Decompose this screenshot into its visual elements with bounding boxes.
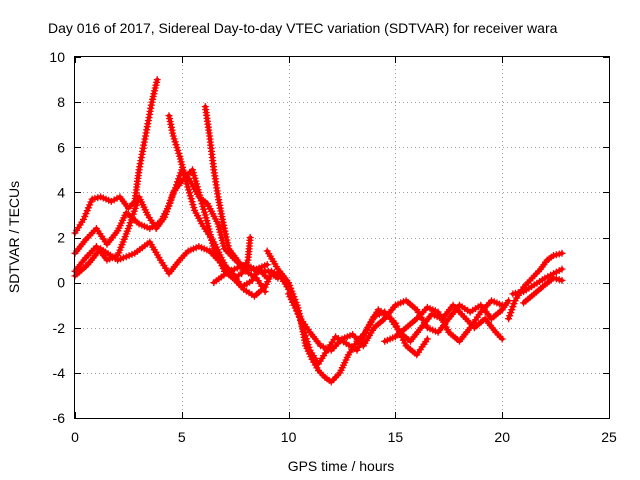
series-markers xyxy=(285,290,513,354)
series-track-13 xyxy=(520,274,566,307)
y-tick-label: -4 xyxy=(53,365,66,381)
y-tick-label: -6 xyxy=(53,410,66,426)
chart-title: Day 016 of 2017, Sidereal Day-to-day VTE… xyxy=(48,20,558,36)
x-tick-label: 0 xyxy=(71,429,79,445)
y-tick-label: 4 xyxy=(57,184,65,200)
y-tick-label: -2 xyxy=(53,320,66,336)
y-tick-label: 0 xyxy=(57,275,65,291)
series-layer xyxy=(71,76,566,386)
series-markers xyxy=(505,249,566,323)
series-track-12 xyxy=(509,265,566,298)
series-track-5 xyxy=(165,112,271,291)
y-tick-label: 10 xyxy=(49,49,65,65)
y-tick-label: 8 xyxy=(57,94,65,110)
series-markers xyxy=(509,265,566,298)
series-markers xyxy=(520,274,566,307)
x-tick-label: 20 xyxy=(494,429,510,445)
x-tick-label: 5 xyxy=(178,429,186,445)
series-track-9 xyxy=(285,290,513,354)
series-track-6 xyxy=(201,103,269,296)
y-axis-label: SDTVAR / TECUs xyxy=(6,181,22,293)
x-axis-label: GPS time / hours xyxy=(288,458,395,474)
plot-frame xyxy=(74,56,610,419)
x-tick-label: 15 xyxy=(388,429,404,445)
tick-labels: 0 5 10 15 20 25 -6 -4 -2 0 2 4 6 8 10 xyxy=(49,49,617,445)
x-tick-label: 25 xyxy=(601,429,617,445)
series-markers xyxy=(165,112,271,291)
x-tick-label: 10 xyxy=(281,429,297,445)
series-markers xyxy=(381,297,506,345)
y-tick-label: 2 xyxy=(57,230,65,246)
series-track-11 xyxy=(505,249,566,323)
y-tick-label: 6 xyxy=(57,139,65,155)
grid xyxy=(75,57,609,418)
series-markers xyxy=(201,103,269,296)
series-track-10 xyxy=(381,297,506,345)
ticks xyxy=(75,57,610,419)
